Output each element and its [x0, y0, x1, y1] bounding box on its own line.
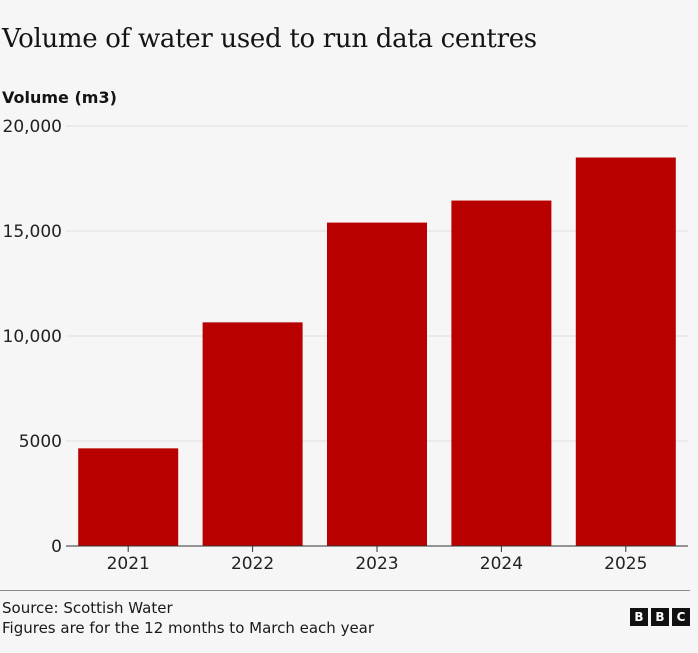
y-axis-label: Volume (m3) [2, 88, 117, 107]
y-tick-label: 5000 [19, 432, 62, 452]
logo-letter-b2: B [651, 608, 669, 626]
bar-2025 [575, 157, 676, 546]
bar-2023 [327, 222, 427, 546]
x-tick-label: 2023 [355, 554, 398, 574]
y-tick-label: 20,000 [3, 117, 62, 137]
x-tick-label: 2021 [107, 554, 150, 574]
source-note: Source: Scottish Water [2, 599, 173, 617]
bbc-logo: B B C [630, 608, 690, 626]
y-tick-label: 0 [51, 537, 62, 557]
y-tick-label: 15,000 [3, 222, 62, 242]
y-tick-label: 10,000 [3, 327, 62, 347]
footer-divider [0, 590, 690, 591]
bar-2022 [202, 322, 303, 546]
bar-2024 [451, 200, 552, 547]
bar-2021 [78, 448, 179, 546]
x-tick-label: 2024 [480, 554, 523, 574]
logo-letter-c: C [672, 608, 690, 626]
footnote: Figures are for the 12 months to March e… [2, 619, 375, 637]
chart-title: Volume of water used to run data centres [2, 24, 537, 54]
x-tick-label: 2025 [604, 554, 647, 574]
logo-letter-b1: B [630, 608, 648, 626]
bar-chart: 0 5000 10,000 15,000 20,000 2021 2022 2023 2024 2… [3, 117, 688, 574]
x-tick-label: 2022 [231, 554, 274, 574]
